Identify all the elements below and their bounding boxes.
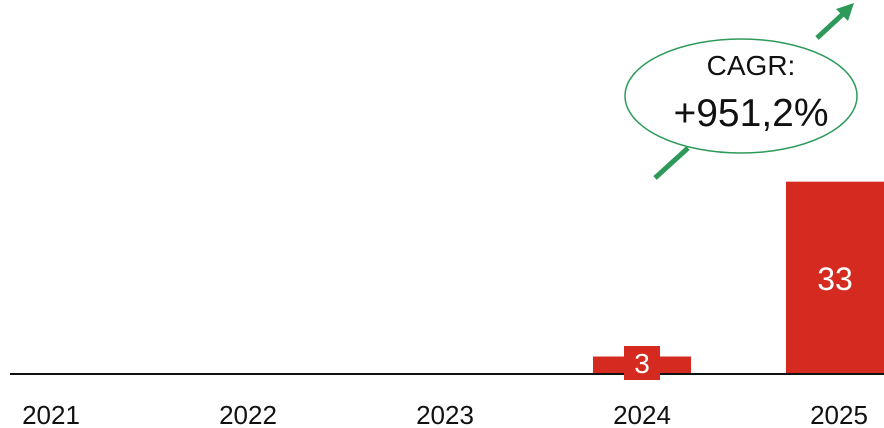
value-label-2025: 33 [817,261,853,297]
value-labels-group: 333 [624,261,853,380]
value-label-box-2024 [624,346,660,380]
x-tick-label-2023: 2023 [416,400,474,428]
x-tick-label-2021: 2021 [22,400,80,428]
bars-group [593,181,884,374]
cagr-value: +951,2% [673,92,829,135]
x-tick-label-2025: 2025 [810,400,868,428]
cagr-ellipse [624,38,858,154]
growth-arrow-head [836,3,854,21]
cagr-label: CAGR: [706,50,796,81]
value-label-2024: 3 [634,348,650,379]
x-tick-label-2022: 2022 [219,400,277,428]
growth-arrow-lower [653,146,690,180]
x-tick-labels-group: 2021 2022 2023 2024 2025 [22,400,868,428]
x-tick-label-2024: 2024 [613,400,671,428]
bar-2025 [786,181,884,374]
growth-arrow-upper [815,12,845,40]
